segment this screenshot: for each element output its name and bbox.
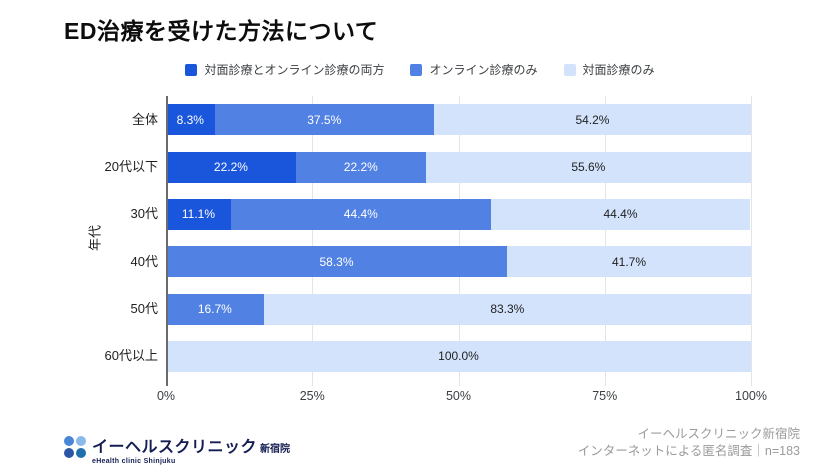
category-label: 20代以下 [104,159,158,174]
y-axis-line [166,96,168,386]
x-tick-label: 0% [156,389,176,403]
bar-row: 22.2% 22.2% 55.6% [166,151,751,183]
bar-value-label: 37.5% [307,112,342,127]
chart-legend: 対面診療とオンライン診療の両方 オンライン診療のみ 対面診療のみ [0,61,840,78]
category-label: 全体 [131,111,158,127]
bar-segment: 22.2% [295,151,426,183]
gridline [604,96,606,386]
source-line-1: イーヘルスクリニック新宿院 [637,427,800,441]
bar-segment: 44.4% [490,198,751,230]
bar-segment: 11.1% [166,198,231,230]
bar-value-label: 22.2% [343,160,378,174]
logo-dot-icon [64,436,74,446]
x-tick-label: 100% [735,389,767,403]
legend-item: 対面診療とオンライン診療の両方 [185,61,384,78]
bar-segment: 44.4% [230,198,491,230]
bar-value-label: 16.7% [197,302,232,316]
bar-value-label: 54.2% [575,112,610,127]
x-tick-label: 50% [445,389,472,403]
logo-dot-icon [76,448,86,458]
bar-value-label: 8.3% [176,112,204,127]
chart-title: ED治療を受けた方法について [64,18,379,44]
clinic-name-jp: イーヘルスクリニック [92,439,258,456]
bar-row: 16.7% 83.3% [166,293,751,325]
bar-row: 100.0% [166,340,751,372]
bar-segment: 41.7% [507,246,751,278]
bar-segment: 83.3% [263,293,751,325]
y-axis-category-labels: 全体 20代以下 30代 40代 50代 60代以上 [0,96,158,380]
legend-label: 対面診療とオンライン診療の両方 [204,63,385,77]
category-label: 30代 [130,206,158,222]
bar-value-label: 22.2% [213,160,248,174]
x-tick-label: 75% [592,389,618,403]
bar-value-label: 41.7% [612,254,647,269]
bar-segment: 37.5% [214,104,434,136]
legend-label: 対面診療のみ [582,63,655,77]
clinic-name-en: eHealth clinic Shinjuku [92,458,176,465]
bar-value-label: 55.6% [571,160,606,174]
legend-item: オンライン診療のみ [410,61,538,78]
bar-value-label: 44.4% [343,207,378,222]
bar-value-label: 58.3% [319,254,354,269]
legend-item: 対面診療のみ [563,61,655,78]
gridline [312,96,314,386]
legend-label: オンライン診療のみ [429,63,538,77]
category-label: 50代 [130,301,158,316]
source-line-2: インターネットによる匿名調査｜n=183 [577,444,800,458]
logo-dot-icon [76,436,86,446]
bar-row: 58.3% 41.7% [166,246,751,278]
gridline [458,96,460,386]
bar-segment: 100.0% [166,340,751,372]
legend-swatch-icon [185,63,198,76]
bar-segment: 22.2% [166,151,296,183]
plot-area: 8.3% 37.5% 54.2% 22.2% 22.2% 55.6% 11.1% 44.4% 4… [166,96,752,386]
bar-segment: 54.2% [433,104,751,136]
bar-segment: 16.7% [166,293,264,325]
bar-segment: 55.6% [425,151,751,183]
bar-segment: 8.3% [166,104,215,136]
bar-row: 8.3% 37.5% 54.2% [166,104,751,136]
bar-value-label: 44.4% [603,207,638,222]
category-label: 40代 [130,253,158,269]
x-tick-label: 25% [299,389,325,403]
bar-value-label: 100.0% [438,349,479,364]
bar-row: 11.1% 44.4% 44.4% [166,198,751,230]
bar-value-label: 11.1% [181,207,216,222]
bar-value-label: 83.3% [490,302,525,316]
source-note: イーヘルスクリニック新宿院 インターネットによる匿名調査｜n=183 [578,426,800,460]
gridline [751,96,752,386]
clinic-logo-text: イーヘルスクリニック 新宿院 eHealth clinic Shinjuku [92,433,290,465]
logo-dot-icon [64,448,74,458]
category-label: 60代以上 [104,348,158,364]
legend-swatch-icon [563,63,576,76]
bar-segment: 58.3% [166,246,508,278]
clinic-branch: 新宿院 [260,444,291,455]
x-axis-tick-labels: 0% 25% 50% 75% 100% [157,389,767,405]
clinic-logo-icon [64,436,86,458]
legend-swatch-icon [410,63,423,76]
clinic-logo: イーヘルスクリニック 新宿院 eHealth clinic Shinjuku [64,433,290,465]
